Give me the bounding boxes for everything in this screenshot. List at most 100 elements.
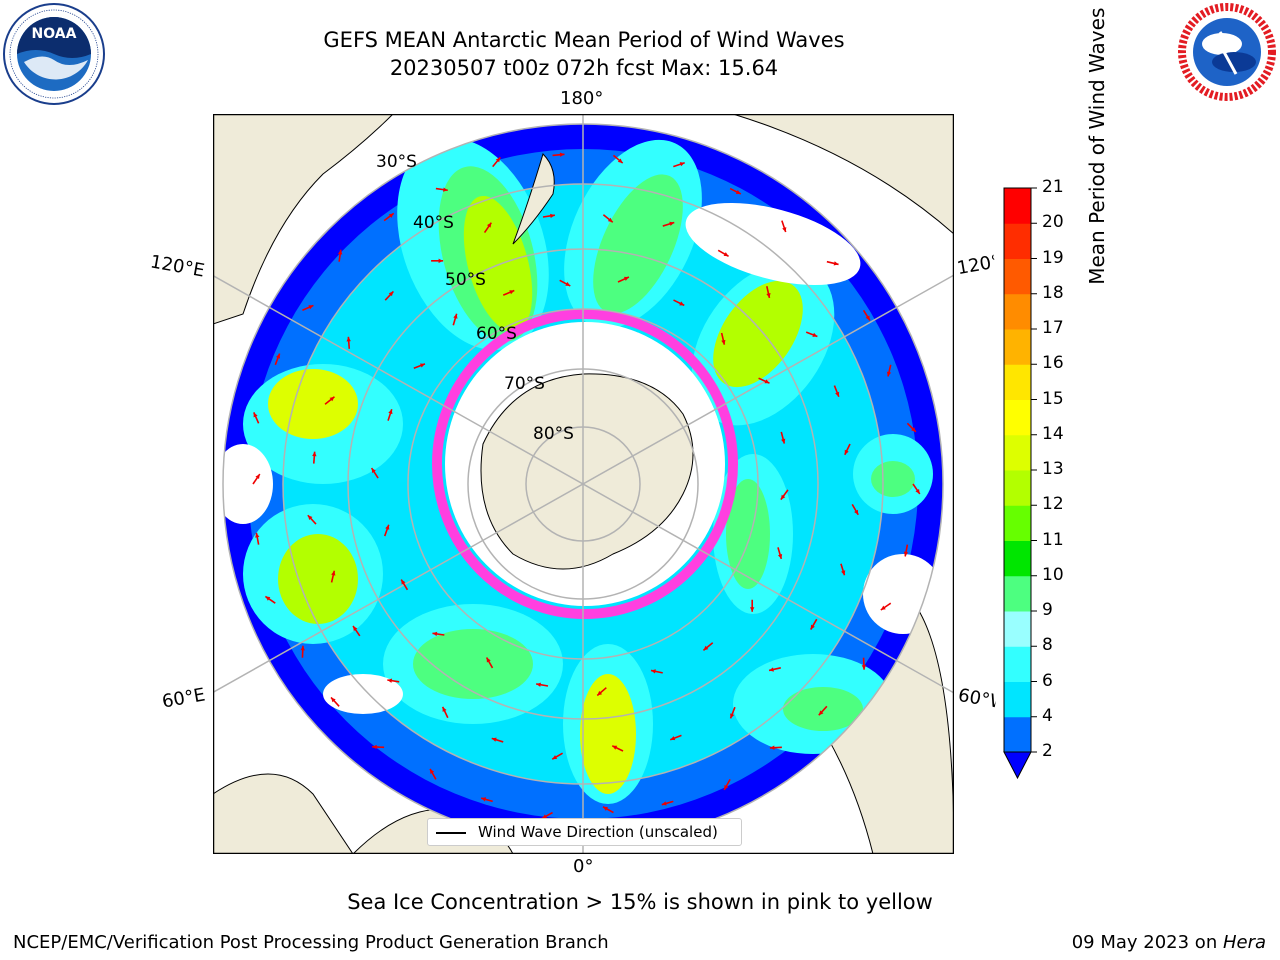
wind-wave-arrowhead bbox=[265, 596, 271, 601]
wind-wave-arrowhead bbox=[536, 682, 541, 687]
colorbar-segment bbox=[1004, 434, 1031, 471]
wind-wave-arrowhead bbox=[650, 669, 656, 674]
colorbar-tick-label: 9 bbox=[1042, 600, 1053, 620]
colorbar-tick-label: 14 bbox=[1042, 423, 1064, 444]
wind-wave-arrowhead bbox=[818, 710, 824, 716]
wind-wave-arrowhead bbox=[443, 187, 448, 192]
colorbar-segment bbox=[1004, 611, 1031, 647]
wind-wave-arrowhead bbox=[721, 339, 726, 345]
wind-wave-arrowhead bbox=[782, 227, 787, 233]
wind-wave-arrowhead bbox=[735, 189, 741, 194]
lat-label-30s: 30°S bbox=[376, 152, 417, 172]
wind-wave-arrowhead bbox=[661, 801, 667, 806]
noaa-logo-text: NOAA bbox=[32, 26, 77, 42]
wind-wave-arrowhead bbox=[432, 631, 438, 637]
colorbar-tick-label: 21 bbox=[1042, 177, 1064, 197]
wind-wave-arrowhead bbox=[565, 281, 571, 286]
wind-wave-arrowhead bbox=[312, 451, 317, 457]
wind-wave-arrowhead bbox=[777, 553, 783, 559]
colorbar-tick-label: 11 bbox=[1042, 529, 1064, 550]
wind-wave-arrowhead bbox=[781, 438, 786, 444]
colorbar-tick-label: 2 bbox=[1042, 741, 1053, 761]
colorbar-segment bbox=[1004, 681, 1031, 718]
footer-date: 09 May 2023 on Hera bbox=[1072, 932, 1266, 953]
colorbar-tick-label: 19 bbox=[1042, 247, 1064, 268]
wind-wave-arrowhead bbox=[550, 213, 555, 219]
colorbar-extend-min bbox=[1003, 751, 1032, 780]
wind-wave-arrowhead bbox=[835, 391, 840, 397]
wind-wave-arrowhead bbox=[833, 261, 839, 266]
wind-wave-arrowhead bbox=[401, 579, 406, 585]
colorbar-tick-label: 18 bbox=[1042, 282, 1064, 303]
wind-wave-arrowhead bbox=[607, 217, 613, 223]
lon-label-120e: 120°E bbox=[148, 251, 207, 282]
wind-wave-arrowhead bbox=[886, 371, 892, 377]
colorbar-tick-label: 10 bbox=[1042, 564, 1064, 585]
wind-wave-arrowhead bbox=[388, 213, 394, 218]
colorbar-segment bbox=[1004, 188, 1031, 224]
wind-wave-arrowhead bbox=[670, 736, 676, 741]
noaa-logo: NOAA bbox=[3, 3, 105, 105]
map-legend: Wind Wave Direction (unscaled) bbox=[427, 818, 742, 846]
wind-wave-arrowhead bbox=[915, 488, 920, 494]
lat-label-60s: 60°S bbox=[476, 324, 517, 344]
colorbar-tick-label: 4 bbox=[1042, 705, 1053, 726]
wind-wave-arrowhead bbox=[300, 645, 305, 651]
wind-wave-arrowhead bbox=[331, 697, 336, 703]
wind-wave-arrowhead bbox=[495, 157, 501, 163]
wind-wave-arrowhead bbox=[602, 806, 608, 811]
lon-label-0: 0° bbox=[573, 856, 594, 877]
wind-wave-arrowhead bbox=[255, 474, 260, 480]
colorbar-segment bbox=[1004, 329, 1031, 365]
map-subtitle-forecast: 20230507 t00z 072h fcst Max: 15.64 bbox=[389, 56, 779, 80]
wind-wave-arrowhead bbox=[387, 678, 393, 683]
wind-wave-arrowhead bbox=[764, 379, 770, 384]
wind-wave-arrowhead bbox=[769, 667, 774, 672]
wind-wave-arrowhead bbox=[542, 814, 548, 819]
colorbar-label: Mean Period of Wind Waves [s] bbox=[1085, 0, 1109, 285]
wind-wave-arrowhead bbox=[810, 624, 815, 630]
wind-wave-arrows bbox=[252, 152, 921, 820]
wind-wave-arrowhead bbox=[865, 315, 870, 321]
wind-wave-arrowhead bbox=[509, 290, 515, 295]
colorbar-segment bbox=[1004, 646, 1031, 682]
wind-wave-arrowhead bbox=[371, 468, 376, 473]
graticule bbox=[213, 114, 954, 854]
lat-label-70s: 70°S bbox=[504, 374, 545, 394]
wind-wave-arrowhead bbox=[841, 570, 846, 576]
colorbar-segment bbox=[1004, 575, 1031, 612]
sea-ice-edge bbox=[432, 309, 738, 619]
wind-wave-arrowhead bbox=[750, 607, 755, 612]
map-title: GEFS MEAN Antarctic Mean Period of Wind … bbox=[323, 28, 845, 52]
wind-wave-arrowhead bbox=[307, 515, 313, 521]
wind-wave-arrowhead bbox=[438, 258, 444, 263]
wind-wave-arrowhead bbox=[559, 152, 565, 157]
land-southern-africa bbox=[213, 773, 354, 854]
lon-label-180: 180° bbox=[560, 88, 604, 109]
wind-wave-arrowhead bbox=[723, 252, 729, 257]
wind-wave-arrowhead bbox=[491, 737, 497, 742]
wind-wave-arrowhead bbox=[430, 768, 435, 774]
land-pacific-corner bbox=[732, 114, 954, 235]
wind-wave-arrowhead bbox=[353, 625, 358, 631]
colorbar bbox=[1003, 187, 1037, 780]
wind-wave-arrowhead bbox=[388, 291, 394, 297]
wind-wave-arrowhead bbox=[812, 332, 818, 337]
colorbar-tick-label: 8 bbox=[1042, 635, 1053, 656]
wind-wave-arrowhead bbox=[903, 551, 909, 557]
colorbar-tick-label: 13 bbox=[1042, 459, 1064, 479]
wind-wave-arrowhead bbox=[253, 412, 258, 418]
colorbar-segment bbox=[1004, 399, 1031, 436]
wind-wave-arrowhead bbox=[372, 744, 377, 750]
wind-wave-arrowhead bbox=[724, 784, 729, 790]
wind-wave-arrowhead bbox=[617, 158, 623, 164]
colorbar-segment bbox=[1004, 470, 1031, 506]
wind-wave-arrowhead bbox=[255, 532, 260, 538]
wind-wave-arrowhead bbox=[861, 665, 867, 670]
lat-label-40s: 40°S bbox=[413, 213, 454, 233]
lat-label-80s: 80°S bbox=[533, 424, 574, 444]
wind-wave-arrowhead bbox=[486, 657, 491, 663]
colorbar-tick-label: 15 bbox=[1042, 388, 1064, 409]
polar-map bbox=[213, 114, 954, 854]
colorbar-tick-label: 20 bbox=[1042, 212, 1064, 233]
